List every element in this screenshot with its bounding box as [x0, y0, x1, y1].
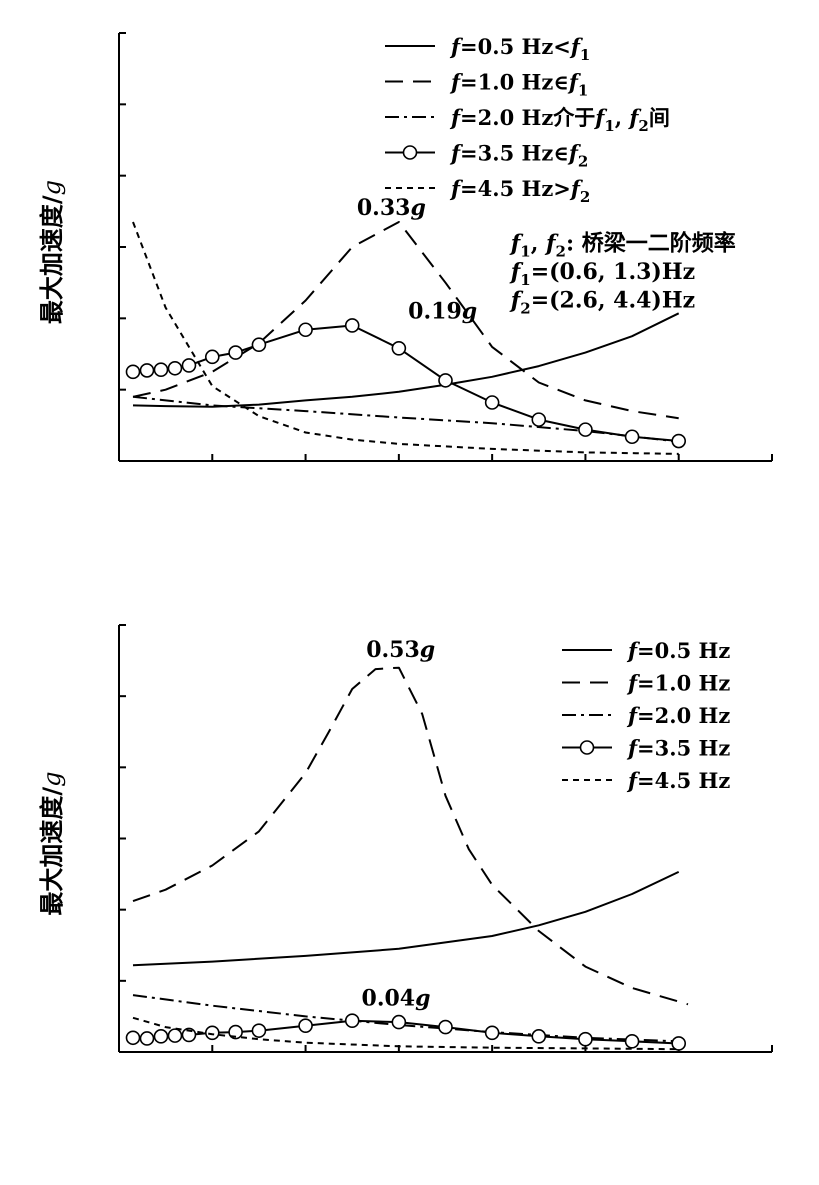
data-point-marker: [167, 1028, 183, 1043]
y-axis-label: 最大加速度/g: [38, 771, 66, 915]
data-point-marker: [578, 1031, 593, 1047]
data-point-marker: [153, 1029, 169, 1044]
series-line-solid: [132, 870, 680, 967]
data-point-marker: [204, 349, 220, 365]
series-line-solid: [132, 312, 680, 408]
legend-marker: [579, 740, 595, 755]
data-point-marker: [298, 1018, 313, 1033]
data-point-marker: [251, 1023, 267, 1038]
data-point-marker: [344, 1013, 360, 1028]
chart-annotation: 0.19g: [408, 298, 477, 324]
chart-annotation: 0.53g: [366, 637, 435, 663]
legend-label: f=2.0 Hz介于f1​, f2​间: [449, 105, 670, 135]
legend-label: f=4.5 Hz: [626, 768, 730, 793]
legend-label: f=1.0 Hz∈f1​: [449, 70, 588, 100]
data-point-marker: [139, 1031, 155, 1046]
chart-panel-a: 最大加速度/g f=0.5 Hz<f1​ f=1.0 Hz∈f1​ f=2.0 Hz介…: [38, 32, 773, 462]
series-line-longdash: [132, 666, 689, 1006]
chart-panel-b: 最大加速度/g f=0.5 Hz f=1.0 Hz f=2.0 Hz f=3.5 Hz f…: [38, 624, 773, 1053]
series-line-shortdash: [132, 221, 679, 455]
data-point-marker: [624, 1034, 640, 1049]
data-point-marker: [228, 345, 243, 360]
data-point-marker: [671, 1036, 687, 1051]
legend-label: f=1.0 Hz: [626, 671, 730, 696]
data-point-marker: [438, 1019, 453, 1035]
data-point-marker: [484, 1025, 500, 1041]
chart-annotation: f1​=(0.6, 1.3)Hz: [509, 259, 695, 289]
data-point-marker: [531, 412, 547, 427]
data-point-marker: [391, 340, 407, 356]
data-point-marker: [251, 337, 267, 353]
data-point-marker: [624, 429, 640, 445]
data-point-marker: [344, 318, 360, 333]
y-axis-label: 最大加速度/g: [38, 180, 66, 324]
data-point-marker: [228, 1024, 243, 1040]
legend-label: f=0.5 Hz<f1​: [449, 34, 590, 64]
chart-annotation: 0.33g: [357, 195, 426, 221]
series-line-longdash: [132, 221, 679, 420]
legend-marker: [402, 145, 418, 160]
data-point-marker: [167, 360, 183, 376]
chart-annotation: f1​, f2​: 桥梁一二阶频率: [509, 231, 736, 261]
chart-annotation: f2​=(2.6, 4.4)Hz: [509, 288, 695, 318]
data-point-marker: [204, 1025, 220, 1041]
series-line-shortdash: [132, 1016, 679, 1051]
data-point-marker: [391, 1014, 407, 1030]
data-point-marker: [671, 433, 687, 449]
data-point-marker: [125, 1030, 141, 1046]
data-point-marker: [153, 362, 169, 377]
data-point-marker: [139, 363, 155, 378]
data-point-marker: [181, 358, 197, 373]
data-point-marker: [125, 364, 141, 380]
chart-annotation: 0.04g: [362, 986, 431, 1012]
data-point-marker: [531, 1029, 547, 1044]
data-point-marker: [484, 395, 500, 410]
legend-label: f=2.0 Hz: [626, 703, 730, 728]
series-line-solid-circle: [132, 324, 679, 442]
data-point-marker: [578, 422, 593, 437]
legend-label: f=4.5 Hz>f2​: [449, 176, 590, 206]
data-point-marker: [298, 322, 313, 338]
legend-label: f=0.5 Hz: [626, 638, 730, 663]
legend-label: f=3.5 Hz∈f2​: [449, 141, 588, 171]
data-point-marker: [438, 373, 453, 388]
legend-label: f=3.5 Hz: [626, 736, 730, 761]
